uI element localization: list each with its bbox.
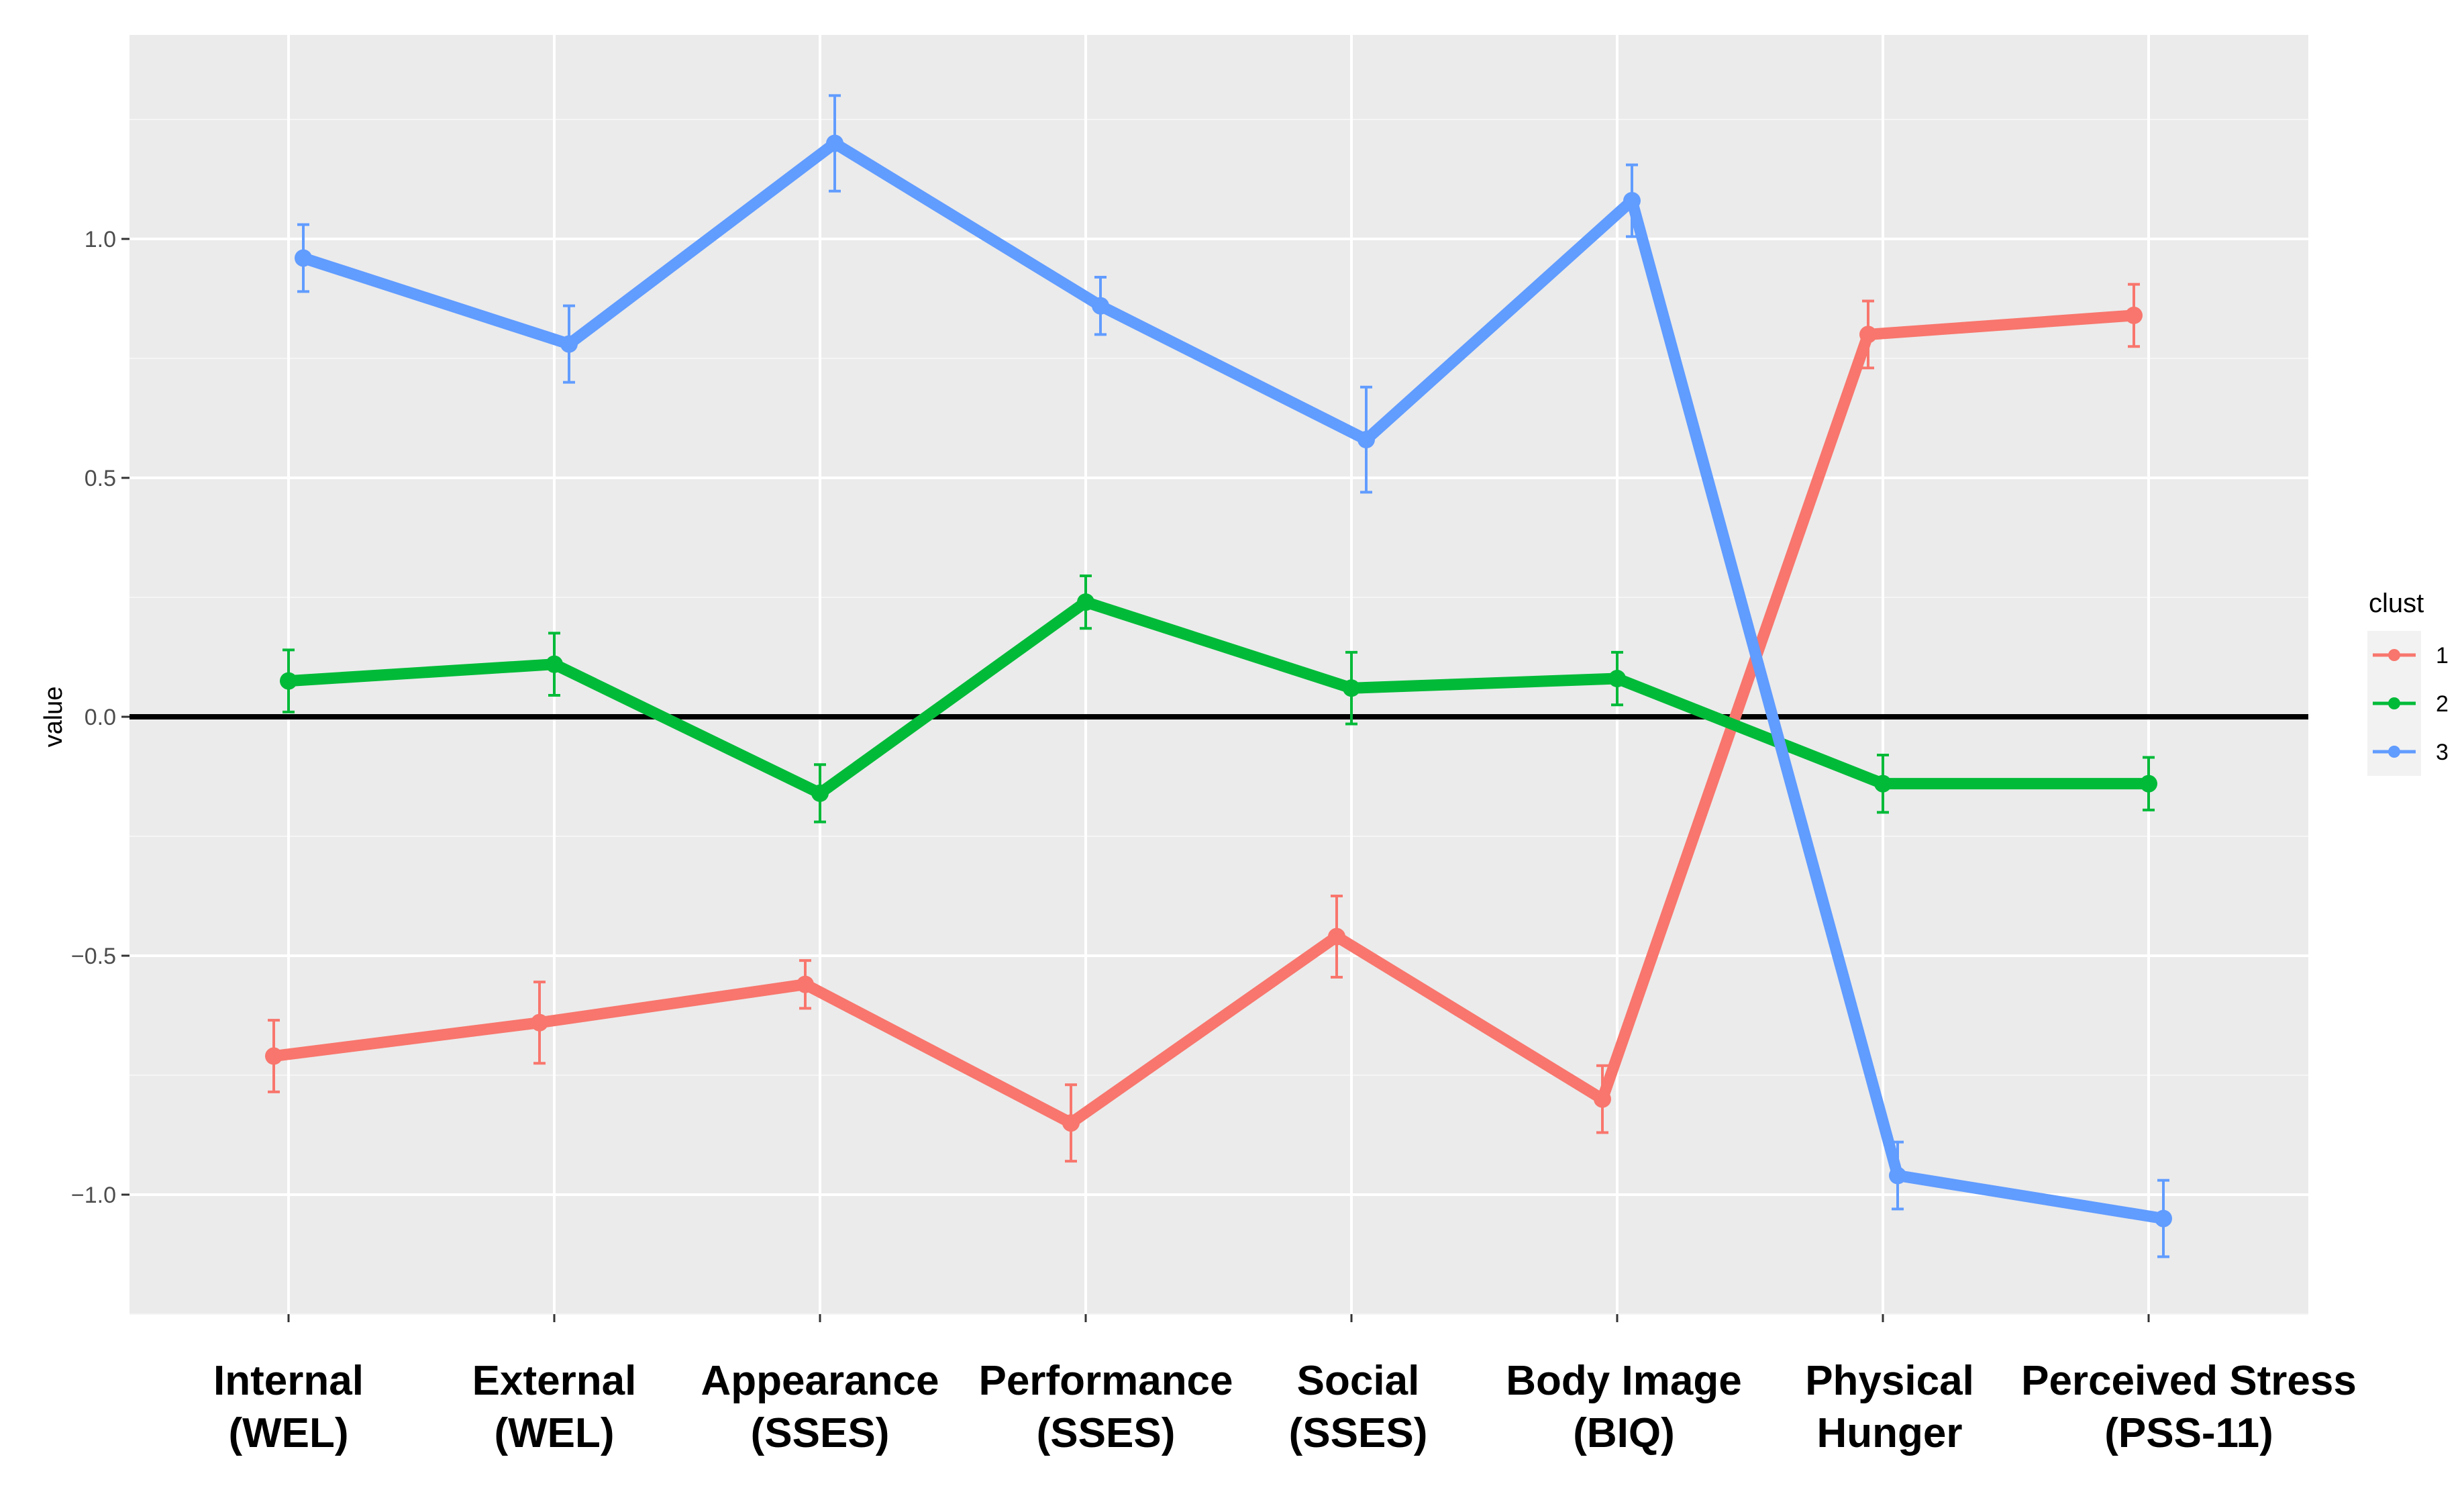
data-point: [1077, 593, 1094, 611]
y-tick-label: 1.0: [85, 227, 116, 252]
legend-label: 2: [2436, 691, 2449, 717]
y-tick-label: −1.0: [71, 1183, 116, 1208]
x-category-label-line: (SSES): [1289, 1410, 1428, 1456]
series-3: [295, 94, 2172, 1258]
x-category-label-line: (SSES): [1037, 1410, 1176, 1456]
data-point: [2155, 1209, 2172, 1228]
legend-key-point: [2388, 746, 2400, 758]
x-category-label-line: Performance: [978, 1358, 1233, 1404]
y-tick-label: 0.5: [85, 466, 116, 491]
legend-key-point: [2388, 697, 2400, 709]
data-point: [1608, 670, 1626, 688]
x-category-label-line: (SSES): [751, 1410, 890, 1456]
x-category-label-line: Physical: [1805, 1358, 1974, 1404]
data-point: [1623, 192, 1641, 210]
series-1: [265, 283, 2143, 1163]
data-point: [531, 1013, 548, 1032]
plot-panel: [130, 35, 2308, 1314]
legend-label: 1: [2436, 643, 2449, 668]
data-point: [295, 249, 312, 267]
x-category-label-line: Appearance: [701, 1358, 939, 1404]
data-point: [2140, 775, 2157, 793]
data-point: [2125, 306, 2143, 324]
x-category-label-line: Body Image: [1506, 1358, 1741, 1404]
data-point: [811, 784, 829, 802]
x-category-label-line: (WEL): [228, 1410, 348, 1456]
data-point: [797, 975, 814, 993]
x-category-label-line: Hunger: [1817, 1410, 1963, 1456]
data-point: [1062, 1114, 1080, 1132]
x-category-label: Physical Hunger: [1805, 1358, 1974, 1456]
data-point: [1328, 928, 1345, 946]
x-category-label: Social (SSES): [1289, 1358, 1428, 1456]
x-category-label: External (WEL): [472, 1358, 637, 1456]
y-axis: 1.0 0.5 0.0 −0.5 −1.0: [71, 227, 130, 1208]
data-point: [1874, 775, 1892, 793]
x-category-label: Appearance (SSES): [701, 1358, 939, 1456]
data-point: [1859, 326, 1877, 344]
data-point: [546, 655, 563, 673]
series-line: [297, 138, 2169, 1225]
data-point: [560, 335, 578, 353]
x-category-label: Performance (SSES): [978, 1358, 1233, 1456]
legend-label: 3: [2436, 740, 2449, 765]
data-point: [265, 1047, 283, 1065]
data-point: [1889, 1166, 1906, 1185]
data-point: [1092, 297, 1109, 315]
y-tick-label: 0.0: [85, 705, 116, 730]
data-point: [1594, 1090, 1611, 1108]
y-tick-label: −0.5: [71, 944, 116, 969]
x-category-label-line: (WEL): [494, 1410, 614, 1456]
x-category-label-line: Social: [1297, 1358, 1420, 1404]
legend-title: clust: [2369, 589, 2424, 618]
data-point: [826, 134, 843, 152]
series-layer: [265, 94, 2172, 1258]
x-category-label-line: Perceived Stress: [2021, 1358, 2357, 1404]
legend-key-point: [2388, 649, 2400, 661]
x-axis: Internal (WEL) External (WEL) Appearance (SSE…: [213, 1314, 2357, 1456]
x-category-label-line: Internal: [213, 1358, 364, 1404]
y-axis-title: value: [40, 687, 68, 748]
series-line: [268, 309, 2140, 1129]
x-category-label: Perceived Stress (PSS-11): [2021, 1358, 2357, 1456]
x-category-label-line: (BIQ): [1573, 1410, 1675, 1456]
x-category-label: Internal (WEL): [213, 1358, 364, 1456]
data-point: [1343, 679, 1360, 697]
series-2: [280, 574, 2157, 824]
data-point: [280, 672, 297, 690]
x-category-label-line: External: [472, 1358, 637, 1404]
legend: clust 1 2 3: [2367, 589, 2449, 776]
x-category-label-line: (PSS-11): [2104, 1410, 2273, 1456]
x-category-label: Body Image (BIQ): [1506, 1358, 1741, 1456]
series-line: [283, 596, 2155, 799]
data-point: [1357, 431, 1375, 449]
